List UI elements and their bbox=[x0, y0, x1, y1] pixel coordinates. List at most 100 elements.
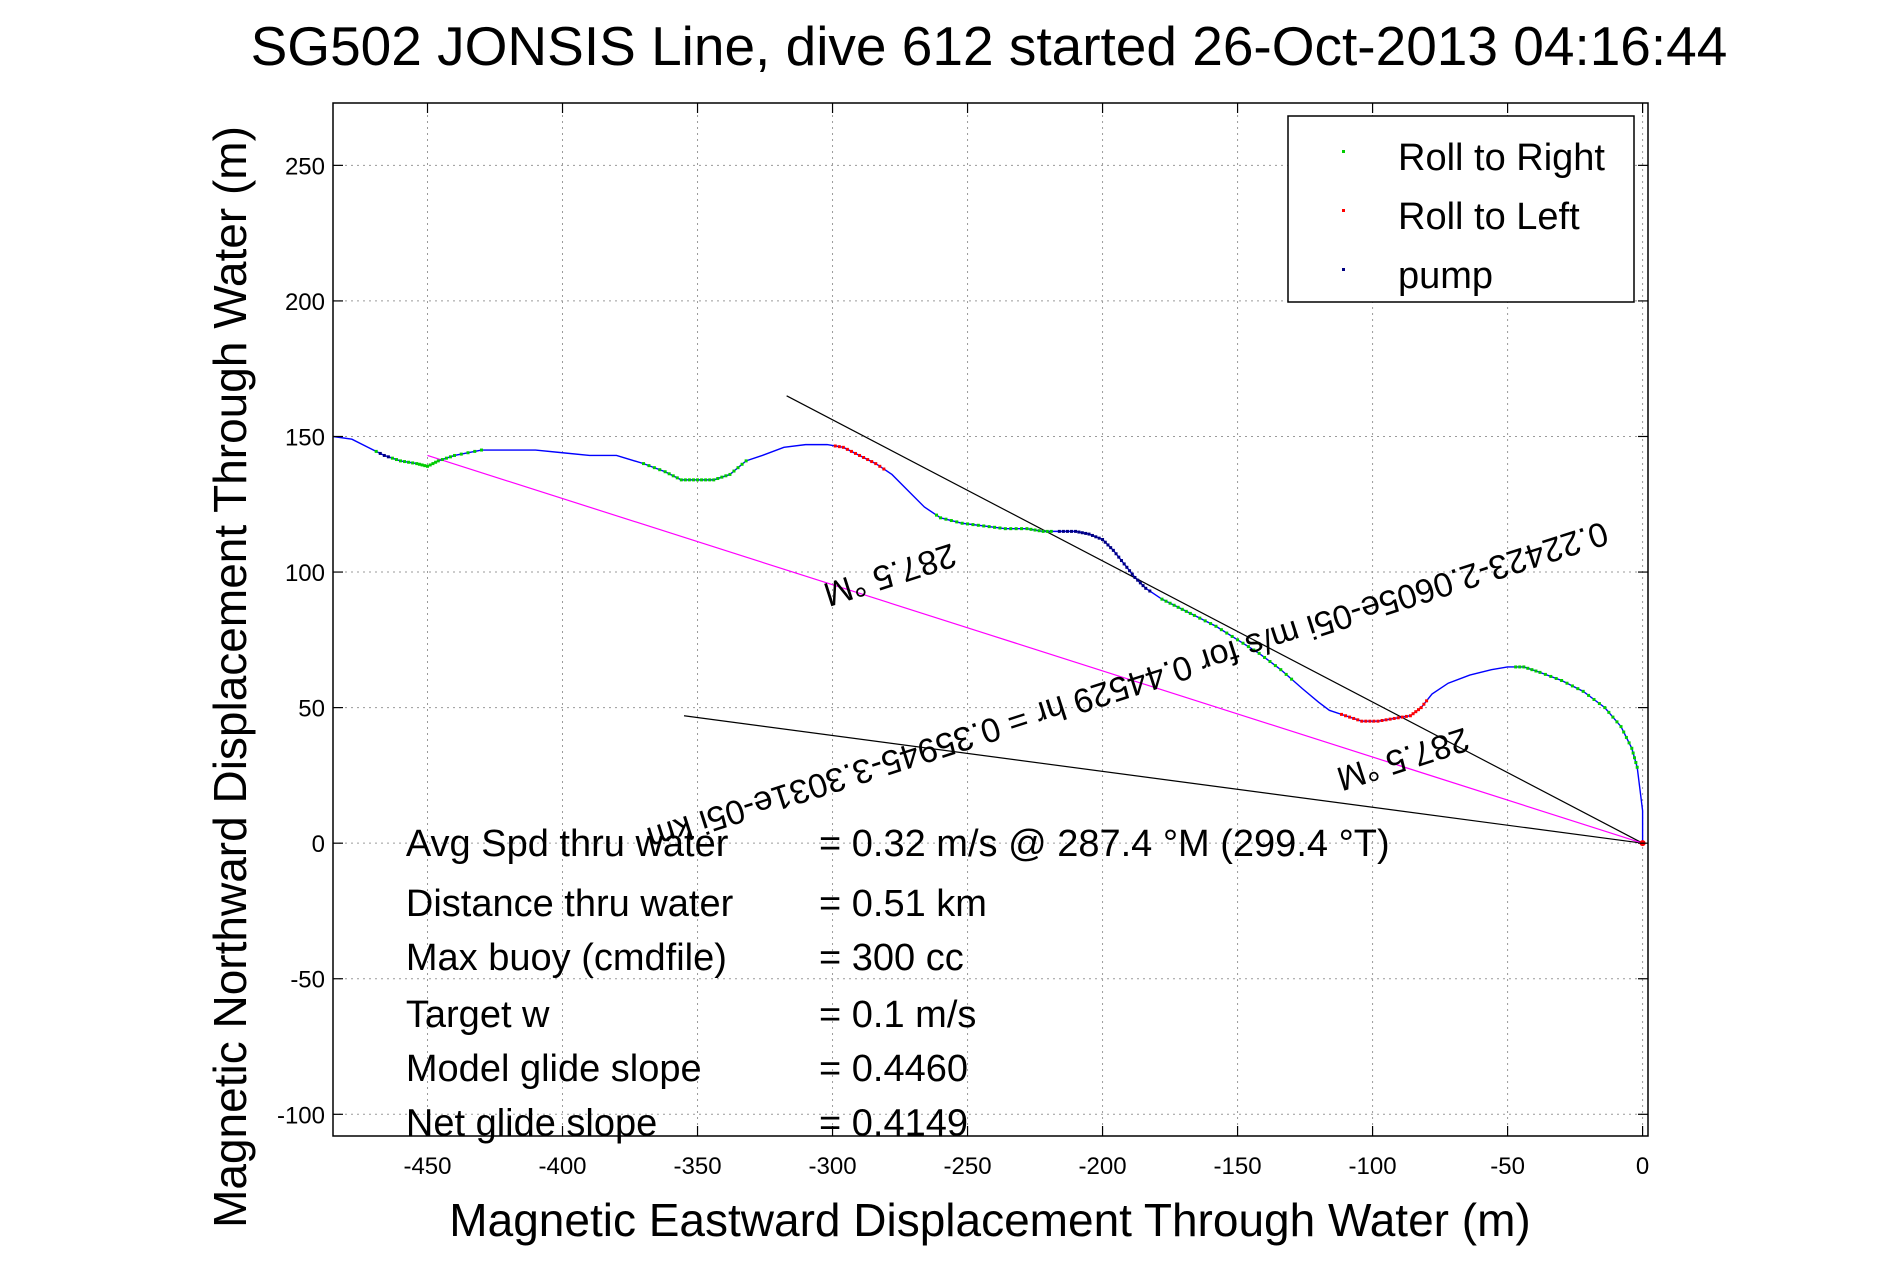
roll-right-point bbox=[939, 516, 943, 520]
roll-right-point bbox=[1045, 529, 1049, 533]
roll-right-point bbox=[448, 455, 452, 459]
pump-point bbox=[1084, 531, 1088, 535]
roll-right-point bbox=[1230, 634, 1234, 638]
roll-right-point bbox=[696, 478, 700, 482]
roll-right-point bbox=[993, 525, 997, 529]
roll-left-point bbox=[1340, 712, 1344, 716]
pump-point bbox=[1128, 569, 1132, 573]
x-tick-label: -200 bbox=[1079, 1153, 1127, 1180]
roll-right-point bbox=[1268, 660, 1272, 664]
roll-right-point bbox=[1236, 638, 1240, 642]
y-tick-label: 0 bbox=[312, 831, 325, 858]
roll-right-point bbox=[1622, 730, 1626, 734]
legend: Roll to Right Roll to Left pump bbox=[1287, 115, 1635, 303]
roll-right-point bbox=[394, 458, 398, 462]
pump-point bbox=[1057, 529, 1061, 533]
pump-point bbox=[382, 453, 386, 457]
roll-left-point bbox=[870, 460, 874, 464]
roll-left-point bbox=[1368, 719, 1372, 723]
roll-left-point bbox=[1392, 716, 1396, 720]
roll-right-point bbox=[407, 460, 411, 464]
roll-right-point bbox=[1257, 651, 1261, 655]
pump-point bbox=[1114, 552, 1118, 556]
roll-right-point bbox=[1279, 668, 1283, 672]
roll-right-point bbox=[1631, 751, 1635, 755]
roll-left-point bbox=[1376, 719, 1380, 723]
stat-value: = 0.4149 bbox=[819, 1102, 968, 1144]
roll-right-point bbox=[740, 462, 744, 466]
roll-left-point bbox=[882, 467, 886, 471]
roll-left-point bbox=[1348, 715, 1352, 719]
roll-right-point bbox=[1209, 622, 1213, 626]
roll-right-point bbox=[663, 470, 667, 474]
roll-right-point bbox=[1603, 706, 1607, 710]
roll-right-point bbox=[1607, 710, 1611, 714]
roll-left-point bbox=[1419, 706, 1423, 710]
legend-marker-roll-right bbox=[1342, 150, 1345, 153]
pump-point bbox=[1109, 546, 1113, 550]
roll-right-point bbox=[1225, 631, 1229, 635]
roll-right-point bbox=[1180, 607, 1184, 611]
roll-left-point bbox=[1344, 714, 1348, 718]
roll-right-point bbox=[1627, 741, 1631, 745]
axis-ticks: -450 -400 -350 -300 -250 -200 -150 -100 -50 0 -100… bbox=[277, 103, 1649, 1180]
roll-left-point bbox=[1380, 718, 1384, 722]
y-tick-label: 150 bbox=[285, 424, 325, 451]
roll-left-point bbox=[837, 445, 841, 449]
x-tick-label: -250 bbox=[944, 1153, 992, 1180]
pump-point bbox=[1122, 562, 1126, 566]
roll-right-point bbox=[1549, 674, 1553, 678]
roll-right-point bbox=[1554, 676, 1558, 680]
roll-right-point bbox=[1597, 702, 1601, 706]
roll-right-point bbox=[1565, 681, 1569, 685]
roll-right-point bbox=[1049, 529, 1053, 533]
roll-left-point bbox=[878, 464, 882, 468]
roll-right-point bbox=[1273, 664, 1277, 668]
roll-right-point bbox=[982, 524, 986, 528]
roll-left-point bbox=[845, 447, 849, 451]
pump-point bbox=[1080, 531, 1084, 535]
roll-right-point bbox=[687, 478, 691, 482]
x-tick-label: -400 bbox=[538, 1153, 586, 1180]
roll-right-point bbox=[434, 460, 438, 464]
roll-right-point bbox=[1184, 609, 1188, 613]
pump-point bbox=[1074, 529, 1078, 533]
pump-point bbox=[1061, 529, 1065, 533]
roll-right-point bbox=[1219, 628, 1223, 632]
roll-left-point bbox=[1404, 714, 1408, 718]
roll-right-point bbox=[1615, 720, 1619, 724]
legend-marker-roll-left bbox=[1342, 209, 1345, 212]
roll-right-point bbox=[716, 477, 720, 481]
roll-right-point bbox=[1630, 746, 1634, 750]
roll-left-point bbox=[1408, 714, 1412, 718]
x-tick-label: -50 bbox=[1490, 1153, 1525, 1180]
stat-value: = 0.4460 bbox=[819, 1048, 968, 1090]
roll-left-point bbox=[841, 445, 845, 449]
roll-left-point bbox=[849, 449, 853, 453]
roll-left-point bbox=[853, 451, 857, 455]
roll-right-point bbox=[1164, 599, 1168, 603]
roll-right-point bbox=[1284, 672, 1288, 676]
pump-point bbox=[1097, 536, 1101, 540]
roll-right-point bbox=[1538, 670, 1542, 674]
roll-right-point bbox=[704, 478, 708, 482]
roll-right-point bbox=[1514, 665, 1518, 669]
roll-right-point bbox=[728, 472, 732, 476]
x-axis-label: Magnetic Eastward Displacement Through W… bbox=[449, 1194, 1530, 1246]
roll-right-point bbox=[744, 459, 748, 463]
roll-right-point bbox=[1192, 613, 1196, 617]
roll-right-point bbox=[1203, 619, 1207, 623]
x-tick-label: -300 bbox=[809, 1153, 857, 1180]
roll-right-point bbox=[1635, 765, 1639, 769]
x-tick-label: -350 bbox=[674, 1153, 722, 1180]
roll-right-point bbox=[736, 466, 740, 470]
legend-label-roll-right: Roll to Right bbox=[1398, 137, 1605, 179]
y-tick-label: 100 bbox=[285, 560, 325, 587]
roll-right-point bbox=[459, 452, 463, 456]
pump-point bbox=[1136, 578, 1140, 582]
roll-right-point bbox=[691, 478, 695, 482]
roll-left-point bbox=[1352, 716, 1356, 720]
roll-right-point bbox=[420, 463, 424, 467]
roll-right-point bbox=[403, 460, 407, 464]
